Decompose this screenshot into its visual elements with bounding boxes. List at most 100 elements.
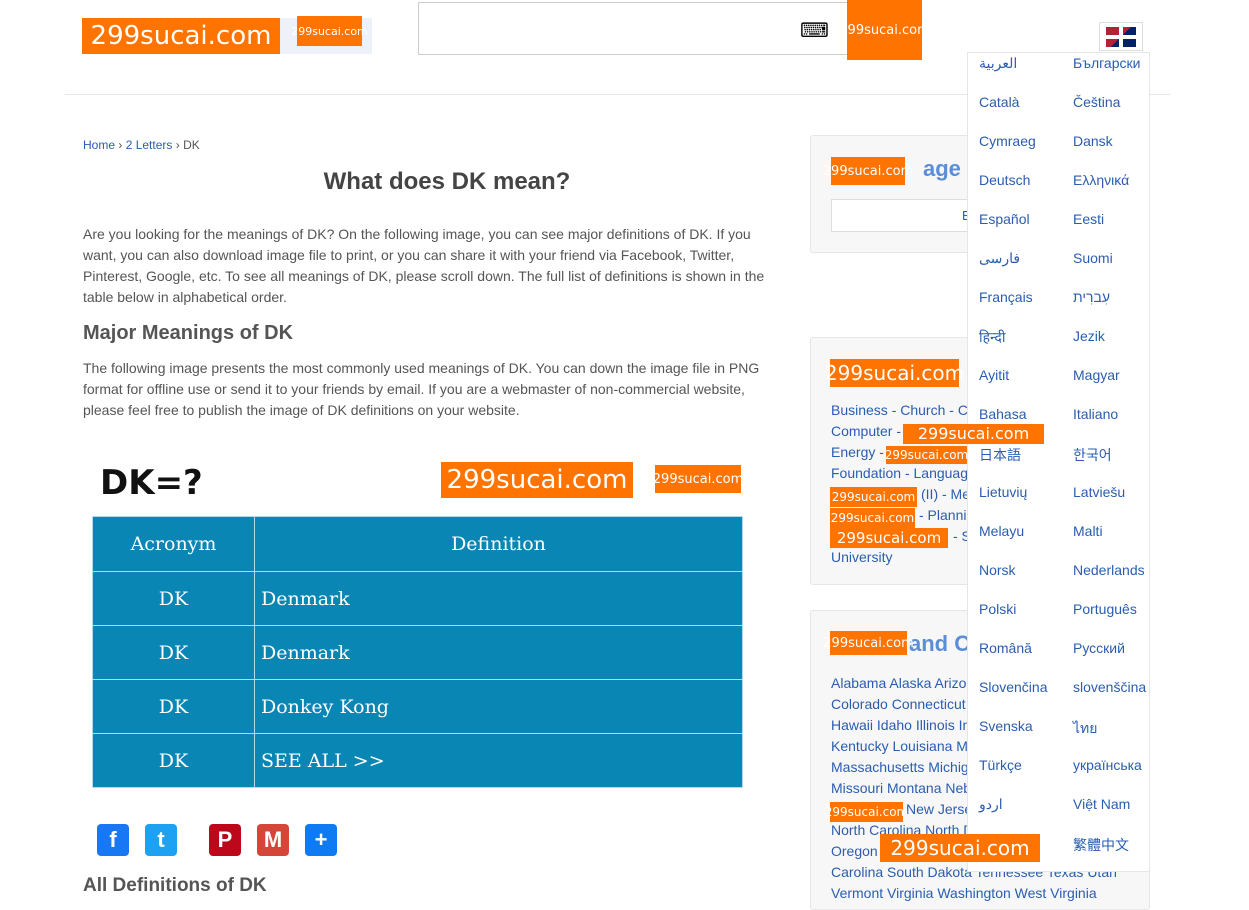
language-option[interactable]: Italiano xyxy=(1073,406,1119,422)
sidebar-link-line[interactable]: Massachusetts Michig xyxy=(831,759,969,775)
language-option[interactable]: 繁體中文 xyxy=(1073,837,1129,853)
breadcrumb: Home › 2 Letters › DK xyxy=(83,138,200,152)
search-input[interactable] xyxy=(418,2,848,55)
language-selector-button[interactable] xyxy=(1099,22,1143,51)
language-option[interactable]: Dansk xyxy=(1073,133,1113,149)
sidebar-link-line[interactable]: - S xyxy=(953,528,971,544)
definitions-image[interactable]: DK=? Acronym Definition DK Denmark DK Denma… xyxy=(92,455,743,788)
box-title: and C xyxy=(909,631,971,656)
sidebar-link-line[interactable]: Alabama Alaska Arizo xyxy=(831,675,967,691)
watermark: 299sucai.com xyxy=(830,508,915,528)
breadcrumb-2-letters[interactable]: 2 Letters xyxy=(125,138,173,152)
language-option[interactable]: ไทย xyxy=(1073,720,1098,736)
language-option[interactable]: Lietuvių xyxy=(979,484,1028,500)
image-caption: DK=? xyxy=(100,463,203,503)
language-option[interactable]: Magyar xyxy=(1073,367,1120,383)
language-option[interactable]: Čeština xyxy=(1073,94,1121,110)
cell-acronym: DK xyxy=(92,625,255,680)
language-option[interactable]: Jezik xyxy=(1073,328,1105,344)
watermark: 299sucai.com xyxy=(823,631,914,655)
sidebar-link-line[interactable]: Computer - xyxy=(831,423,902,439)
sidebar-link-line[interactable]: Vermont Virginia Washington West Virgini… xyxy=(831,885,1097,901)
language-option[interactable]: Melayu xyxy=(979,523,1025,539)
watermark: 299sucai.com xyxy=(823,157,913,185)
language-option[interactable]: Bahasa xyxy=(979,406,1027,422)
language-option[interactable]: Eesti xyxy=(1073,211,1105,227)
watermark: 299sucai.com xyxy=(441,462,633,498)
breadcrumb-sep: › xyxy=(175,138,180,152)
box-title: age xyxy=(923,156,961,181)
language-option[interactable]: Latviešu xyxy=(1073,484,1126,500)
flag-icon xyxy=(1106,26,1136,47)
col-definition: Definition xyxy=(254,516,743,572)
language-option[interactable]: Slovenčina xyxy=(979,679,1048,695)
language-option[interactable]: Deutsch xyxy=(979,172,1031,188)
intro-text: Are you looking for the meanings of DK? … xyxy=(83,226,765,305)
sidebar-link-line[interactable]: Hawaii Idaho Illinois In xyxy=(831,717,971,733)
language-option[interactable]: Svenska xyxy=(979,718,1033,734)
sidebar-link-line[interactable]: (II) - Me xyxy=(921,486,970,502)
sidebar-link-line[interactable]: Foundation - Languag xyxy=(831,465,968,481)
language-option[interactable]: हिन्दी xyxy=(979,329,1006,345)
language-option[interactable]: Việt Nam xyxy=(1073,796,1131,812)
sidebar-link-line[interactable]: New Jerse xyxy=(906,801,973,817)
sidebar-link-line[interactable]: - Plannin xyxy=(919,507,975,523)
gmail-share-button[interactable]: M xyxy=(257,824,289,856)
language-option[interactable]: Ελληνικά xyxy=(1073,172,1130,188)
major-meanings-heading: Major Meanings of DK xyxy=(83,322,294,344)
sidebar-link-line[interactable]: Business - Church - C xyxy=(831,402,968,418)
share-share-button[interactable]: + xyxy=(305,824,337,856)
watermark: 299sucai.com xyxy=(839,0,930,60)
watermark: 299sucai.com xyxy=(824,359,965,387)
watermark: 299sucai.com xyxy=(880,834,1040,862)
sidebar-link-line[interactable]: Colorado Connecticut xyxy=(831,696,966,712)
language-option[interactable]: Norsk xyxy=(979,562,1016,578)
sidebar-link-line[interactable]: Kentucky Louisiana M xyxy=(831,738,968,754)
language-dropdown: العربية Български Català Čeština Cymraeg Dans… xyxy=(967,52,1150,872)
language-option[interactable]: Nederlands xyxy=(1073,562,1145,578)
language-option[interactable]: Español xyxy=(979,211,1030,227)
language-option[interactable]: Polski xyxy=(979,601,1017,617)
language-option[interactable]: 日本語 xyxy=(979,447,1021,463)
language-option[interactable]: العربية xyxy=(979,55,1018,71)
language-option[interactable]: Türkçe xyxy=(979,757,1022,773)
language-option[interactable]: Română xyxy=(979,640,1032,656)
breadcrumb-sep: › xyxy=(118,138,123,152)
watermark: 299sucai.com xyxy=(825,802,908,822)
watermark: 299sucai.com xyxy=(291,16,368,46)
language-option[interactable]: Malti xyxy=(1073,523,1103,539)
language-option[interactable]: Português xyxy=(1073,601,1137,617)
sidebar-link-line[interactable]: Missouri Montana Neb xyxy=(831,780,972,796)
language-option[interactable]: 한국어 xyxy=(1073,447,1112,463)
watermark: 299sucai.com xyxy=(830,487,917,507)
facebook-share-button[interactable]: f xyxy=(97,824,129,856)
language-option[interactable]: Català xyxy=(979,94,1020,110)
cell-definition: Donkey Kong xyxy=(254,679,743,734)
language-option[interactable]: українська xyxy=(1073,757,1142,773)
cell-definition: SEE ALL >> xyxy=(254,733,743,788)
language-option[interactable]: slovenščina xyxy=(1073,679,1147,695)
language-option[interactable]: فارسی xyxy=(979,250,1021,266)
language-option[interactable]: Français xyxy=(979,289,1033,305)
watermark: 299sucai.com xyxy=(903,424,1044,444)
language-option[interactable]: Cymraeg xyxy=(979,133,1036,149)
cell-acronym: DK xyxy=(92,733,255,788)
sidebar-link-line[interactable]: Energy - xyxy=(831,444,884,460)
keyboard-icon[interactable]: ⌨ xyxy=(800,20,829,42)
language-option[interactable]: Suomi xyxy=(1073,250,1113,266)
definitions-table: Acronym Definition DK Denmark DK Denmark DK… xyxy=(92,516,743,788)
cell-definition: Denmark xyxy=(254,625,743,680)
sidebar-link-line[interactable]: University xyxy=(831,549,893,565)
twitter-share-button[interactable]: t xyxy=(145,824,177,856)
language-option[interactable]: עִברִית xyxy=(1073,289,1111,305)
language-option[interactable]: Български xyxy=(1073,55,1141,71)
language-option[interactable]: Ayitit xyxy=(979,367,1010,383)
header-divider xyxy=(65,94,1170,95)
breadcrumb-home[interactable]: Home xyxy=(83,138,116,152)
language-option[interactable]: اردو xyxy=(979,796,1003,812)
pinterest-share-button[interactable]: P xyxy=(209,824,241,856)
sidebar-link-line[interactable]: Oregon xyxy=(831,843,878,859)
cell-acronym: DK xyxy=(92,571,255,626)
language-option[interactable]: Русский xyxy=(1073,640,1125,656)
breadcrumb-current: DK xyxy=(183,138,200,152)
